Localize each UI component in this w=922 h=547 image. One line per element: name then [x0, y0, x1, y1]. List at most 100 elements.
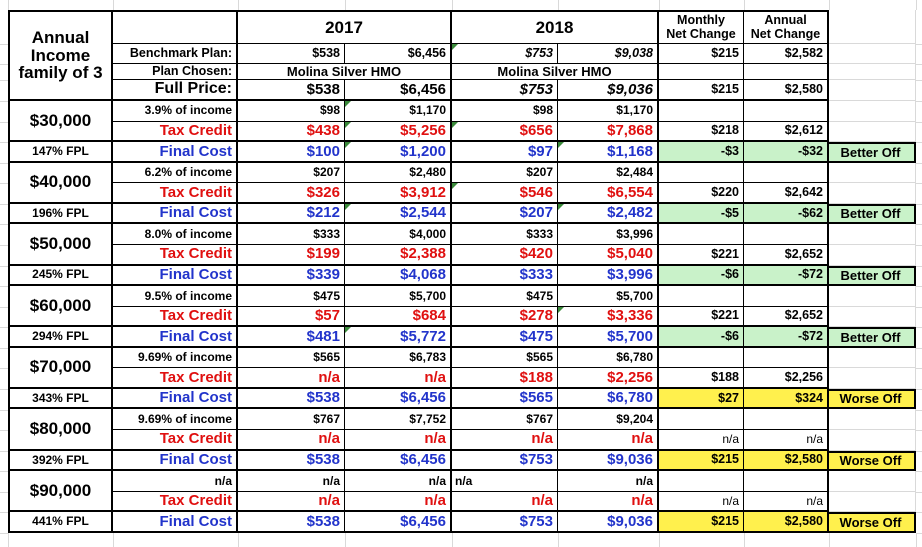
cell-70000-tax-annual-net[interactable]: $2,256 — [744, 368, 829, 389]
cell-50000-pct-2017-annual[interactable]: $4,000 — [345, 224, 452, 245]
cell-80000-tax-2018-monthly[interactable]: n/a — [452, 430, 558, 451]
cell-40000-final-2017-annual[interactable]: $2,544 — [345, 203, 452, 225]
cell-full-price-2018-monthly[interactable]: $753 — [452, 80, 558, 101]
cell-60000-tax-monthly-net[interactable]: $221 — [659, 306, 744, 328]
cell-60000-pct-2017-annual[interactable]: $5,700 — [345, 286, 452, 307]
cell-plan-chosen-monthly-net[interactable] — [659, 64, 744, 80]
cell-70000-pct-2017-monthly[interactable]: $565 — [238, 347, 345, 369]
status-cell-70000[interactable]: Worse Off — [829, 388, 916, 410]
row-label-40000-final[interactable]: Final Cost — [113, 203, 238, 225]
cell-50000-final-2017-annual[interactable]: $4,068 — [345, 265, 452, 287]
cell-70000-pct-2018-monthly[interactable]: $565 — [452, 347, 558, 369]
cell-full-price-monthly-net[interactable]: $215 — [659, 80, 744, 101]
cell-60000-pct-annual-net[interactable] — [744, 286, 829, 307]
row-label-50000-tax[interactable]: Tax Credit — [113, 244, 238, 266]
empty-sheet-cell[interactable] — [829, 306, 916, 328]
cell-30000-final-monthly-net[interactable]: -$3 — [659, 142, 744, 163]
cell-90000-final-2018-annual[interactable]: $9,036 — [558, 512, 659, 533]
cell-30000-pct-2018-monthly[interactable]: $98 — [452, 101, 558, 122]
cell-70000-pct-2018-annual[interactable]: $6,780 — [558, 347, 659, 369]
cell-90000-tax-2018-monthly[interactable]: n/a — [452, 491, 558, 513]
status-cell-40000[interactable]: Better Off — [829, 203, 916, 225]
cell-50000-final-2018-monthly[interactable]: $333 — [452, 265, 558, 287]
row-label-90000-pct[interactable]: n/a — [113, 471, 238, 492]
cell-90000-pct-annual-net[interactable] — [744, 471, 829, 492]
cell-80000-pct-2018-monthly[interactable]: $767 — [452, 409, 558, 430]
cell-50000-tax-annual-net[interactable]: $2,652 — [744, 244, 829, 266]
status-cell-30000[interactable]: Better Off — [829, 142, 916, 163]
cell-60000-tax-2017-monthly[interactable]: $57 — [238, 306, 345, 328]
cell-50000-pct-2018-monthly[interactable]: $333 — [452, 224, 558, 245]
empty-sheet-cell[interactable] — [829, 347, 916, 369]
cell-80000-tax-2017-monthly[interactable]: n/a — [238, 430, 345, 451]
fpl-label-40000[interactable]: 196% FPL — [8, 203, 113, 225]
cell-60000-tax-2017-annual[interactable]: $684 — [345, 306, 452, 328]
cell-benchmark-monthly-net[interactable]: $215 — [659, 44, 744, 64]
cell-30000-tax-2018-monthly[interactable]: $656 — [452, 121, 558, 143]
cell-80000-tax-monthly-net[interactable]: n/a — [659, 430, 744, 451]
income-header-cell[interactable]: Annual Income family of 3 — [8, 10, 113, 101]
row-label-30000-tax[interactable]: Tax Credit — [113, 121, 238, 143]
row-label-90000-tax[interactable]: Tax Credit — [113, 491, 238, 513]
cell-30000-tax-annual-net[interactable]: $2,612 — [744, 121, 829, 143]
cell-60000-tax-2018-annual[interactable]: $3,336 — [558, 306, 659, 328]
row-label-60000-tax[interactable]: Tax Credit — [113, 306, 238, 328]
cell-90000-final-2017-annual[interactable]: $6,456 — [345, 512, 452, 533]
cell-90000-tax-2018-annual[interactable]: n/a — [558, 491, 659, 513]
cell-40000-tax-2018-monthly[interactable]: $546 — [452, 183, 558, 204]
row-label-40000-tax[interactable]: Tax Credit — [113, 183, 238, 204]
cell-benchmark-2017-annual[interactable]: $6,456 — [345, 44, 452, 64]
status-cell-90000[interactable]: Worse Off — [829, 512, 916, 533]
cell-90000-final-monthly-net[interactable]: $215 — [659, 512, 744, 533]
cell-30000-final-2018-annual[interactable]: $1,168 — [558, 142, 659, 163]
cell-60000-final-monthly-net[interactable]: -$6 — [659, 327, 744, 348]
row-label-80000-pct[interactable]: 9.69% of income — [113, 409, 238, 430]
cell-30000-pct-2017-annual[interactable]: $1,170 — [345, 101, 452, 122]
cell-70000-final-2018-annual[interactable]: $6,780 — [558, 388, 659, 410]
row-label-70000-final[interactable]: Final Cost — [113, 388, 238, 410]
cell-80000-pct-annual-net[interactable] — [744, 409, 829, 430]
cell-70000-tax-monthly-net[interactable]: $188 — [659, 368, 744, 389]
fpl-label-30000[interactable]: 147% FPL — [8, 142, 113, 163]
cell-70000-pct-2017-annual[interactable]: $6,783 — [345, 347, 452, 369]
cell-benchmark-annual-net[interactable]: $2,582 — [744, 44, 829, 64]
cell-70000-final-2017-monthly[interactable]: $538 — [238, 388, 345, 410]
cell-30000-pct-2017-monthly[interactable]: $98 — [238, 101, 345, 122]
cell-70000-tax-2018-monthly[interactable]: $188 — [452, 368, 558, 389]
empty-sheet-cell[interactable] — [829, 244, 916, 266]
cell-40000-pct-monthly-net[interactable] — [659, 162, 744, 184]
cell-full-price-2017-annual[interactable]: $6,456 — [345, 80, 452, 101]
row-label-30000-pct[interactable]: 3.9% of income — [113, 101, 238, 122]
cell-50000-final-2017-monthly[interactable]: $339 — [238, 265, 345, 287]
cell-80000-tax-2018-annual[interactable]: n/a — [558, 430, 659, 451]
cell-50000-tax-monthly-net[interactable]: $221 — [659, 244, 744, 266]
cell-plan-chosen-annual-net[interactable] — [744, 64, 829, 80]
status-cell-60000[interactable]: Better Off — [829, 327, 916, 348]
cell-80000-pct-2017-annual[interactable]: $7,752 — [345, 409, 452, 430]
cell-50000-pct-annual-net[interactable] — [744, 224, 829, 245]
cell-80000-pct-2017-monthly[interactable]: $767 — [238, 409, 345, 430]
cell-60000-pct-2017-monthly[interactable]: $475 — [238, 286, 345, 307]
cell-90000-tax-annual-net[interactable]: n/a — [744, 491, 829, 513]
cell-full-price-annual-net[interactable]: $2,580 — [744, 80, 829, 101]
cell-90000-tax-monthly-net[interactable]: n/a — [659, 491, 744, 513]
cell-90000-final-2018-monthly[interactable]: $753 — [452, 512, 558, 533]
cell-40000-final-2017-monthly[interactable]: $212 — [238, 203, 345, 225]
cell-full-price-2017-monthly[interactable]: $538 — [238, 80, 345, 101]
cell-50000-tax-2018-annual[interactable]: $5,040 — [558, 244, 659, 266]
cell-40000-final-monthly-net[interactable]: -$5 — [659, 203, 744, 225]
cell-80000-final-2017-annual[interactable]: $6,456 — [345, 450, 452, 472]
income-label-80000[interactable]: $80,000 — [8, 409, 113, 451]
empty-sheet-cell[interactable] — [829, 101, 916, 122]
cell-30000-pct-monthly-net[interactable] — [659, 101, 744, 122]
empty-sheet-cell[interactable] — [829, 64, 916, 80]
cell-40000-tax-2017-monthly[interactable]: $326 — [238, 183, 345, 204]
cell-40000-pct-2017-monthly[interactable]: $207 — [238, 162, 345, 184]
cell-90000-tax-2017-monthly[interactable]: n/a — [238, 491, 345, 513]
cell-80000-final-annual-net[interactable]: $2,580 — [744, 450, 829, 472]
cell-70000-tax-2017-annual[interactable]: n/a — [345, 368, 452, 389]
row-label-30000-final[interactable]: Final Cost — [113, 142, 238, 163]
cell-50000-tax-2017-annual[interactable]: $2,388 — [345, 244, 452, 266]
year-2018-header[interactable]: 2018 — [452, 10, 659, 44]
cell-60000-final-2018-monthly[interactable]: $475 — [452, 327, 558, 348]
